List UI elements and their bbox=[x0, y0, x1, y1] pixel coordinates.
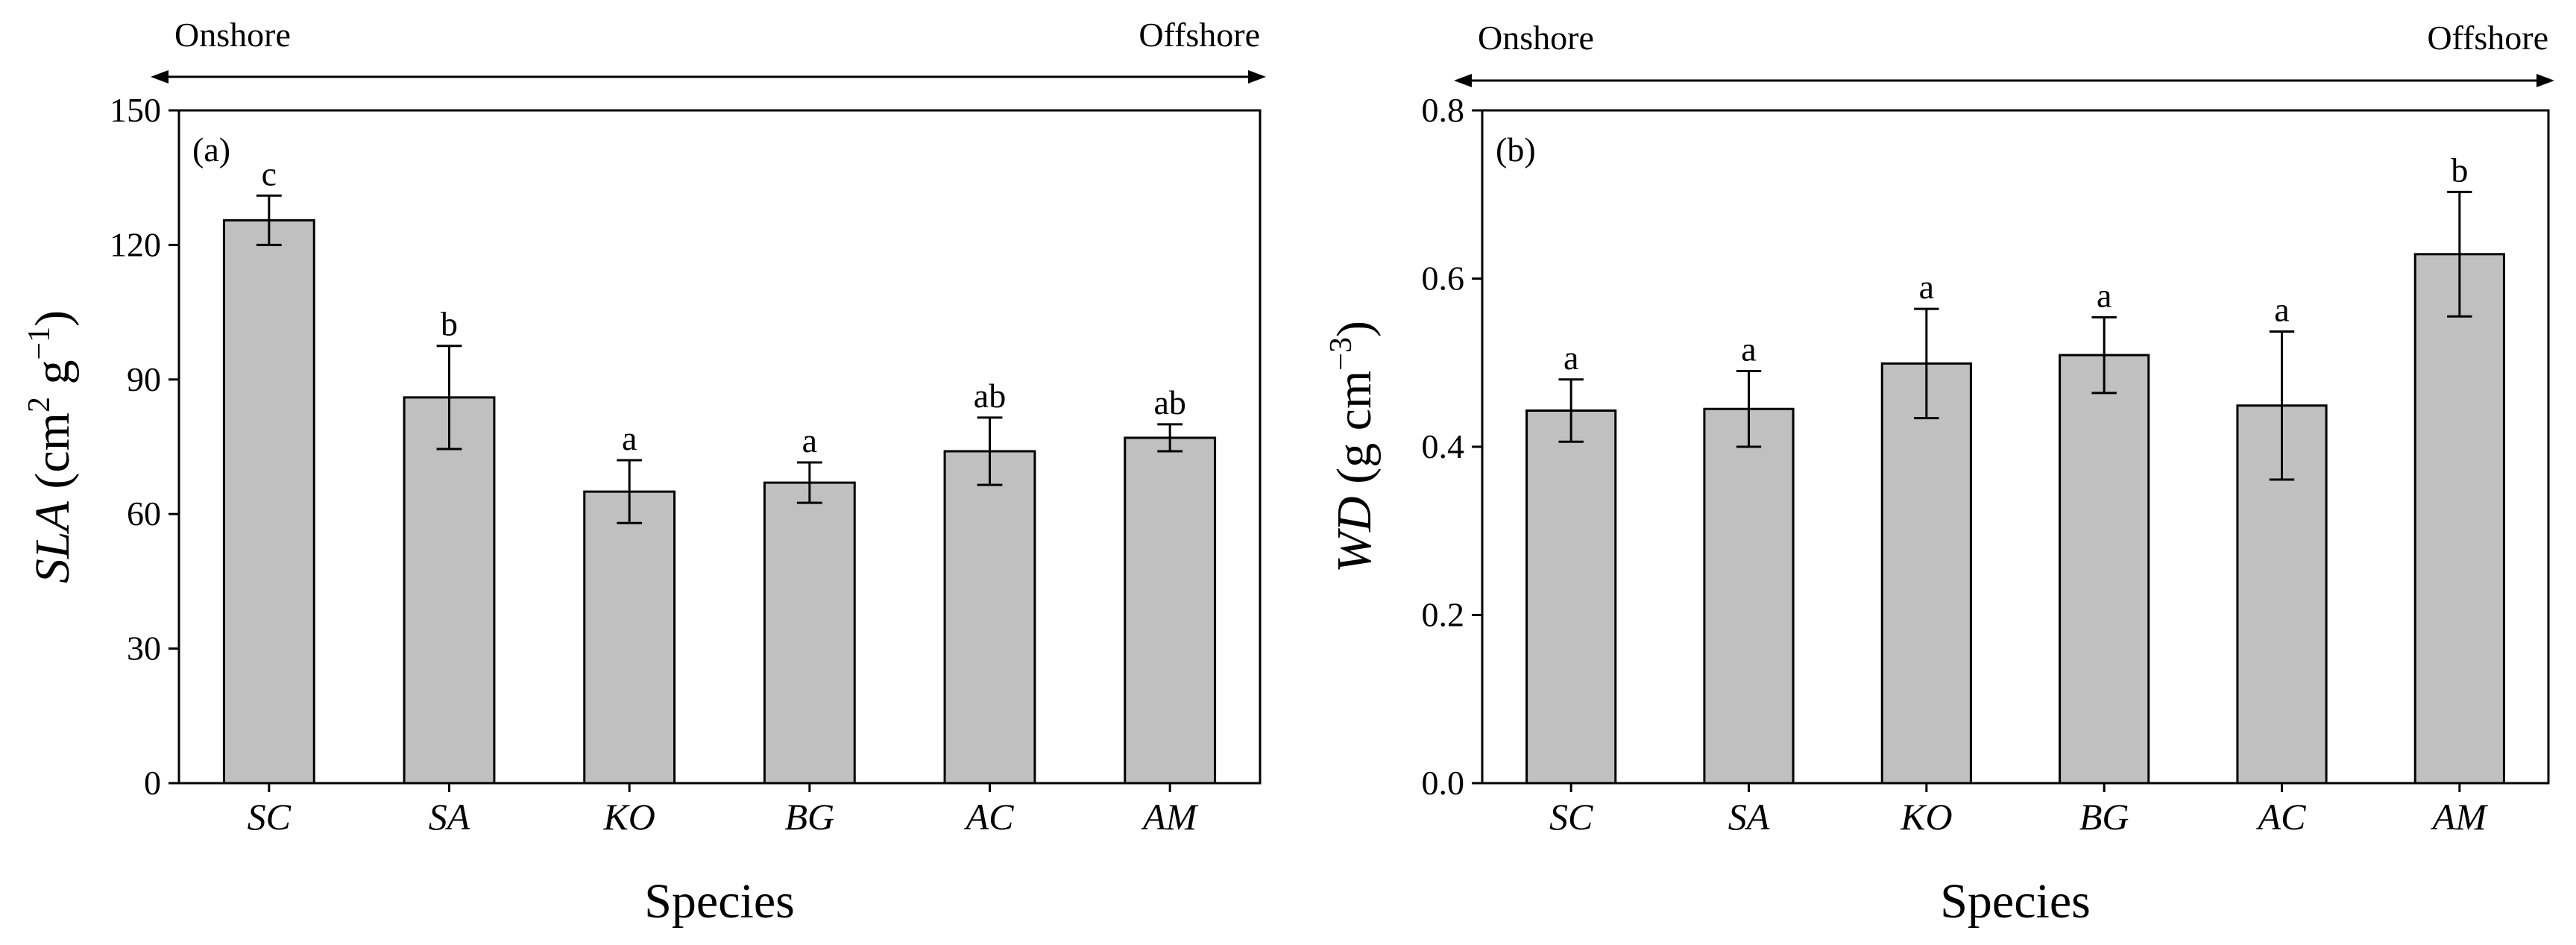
bar bbox=[763, 481, 856, 785]
x-tick-label: AC bbox=[2256, 796, 2307, 838]
bar bbox=[943, 450, 1036, 785]
y-axis-unit-exponent: 2 bbox=[22, 397, 57, 412]
x-tick-label: SA bbox=[429, 796, 470, 838]
significance-letter: a bbox=[802, 421, 817, 459]
x-tick-label: KO bbox=[1900, 796, 1952, 838]
y-axis-unit: (g cm bbox=[1327, 371, 1382, 497]
direction-label-offshore: Offshore bbox=[2427, 19, 2548, 57]
y-axis-variable: WD bbox=[1327, 496, 1382, 573]
y-tick-label: 0.8 bbox=[1422, 91, 1465, 129]
bar bbox=[2413, 253, 2505, 785]
significance-letter: a bbox=[1563, 339, 1578, 377]
significance-letter: a bbox=[1741, 330, 1756, 368]
y-axis-label: WD (g cm−3) bbox=[1324, 321, 1382, 573]
bar bbox=[2059, 354, 2150, 785]
significance-letter: ab bbox=[974, 377, 1006, 415]
y-axis-unit: ) bbox=[25, 310, 80, 327]
x-tick-label: AM bbox=[2431, 796, 2489, 838]
y-axis-unit: (cm bbox=[25, 412, 80, 501]
bar bbox=[1703, 407, 1795, 785]
y-axis-unit-exponent: −3 bbox=[1324, 337, 1358, 371]
x-axis-label: Species bbox=[644, 874, 795, 929]
y-tick-label: 0.2 bbox=[1422, 596, 1465, 634]
y-tick-label: 0.0 bbox=[1422, 764, 1465, 802]
y-axis-unit: ) bbox=[1327, 321, 1382, 337]
plot-frame bbox=[177, 109, 1262, 785]
y-tick-label: 60 bbox=[127, 495, 161, 533]
significance-letter: a bbox=[2274, 291, 2289, 329]
y-tick-label: 150 bbox=[110, 91, 161, 129]
significance-letter: a bbox=[2097, 276, 2111, 314]
x-tick-label: BG bbox=[785, 796, 835, 838]
significance-letter: c bbox=[262, 154, 277, 192]
arrowhead-left-icon bbox=[151, 70, 169, 84]
x-tick-label: SC bbox=[1549, 796, 1593, 838]
arrowhead-right-icon bbox=[1248, 70, 1266, 84]
bar bbox=[1880, 362, 1972, 785]
y-tick-label: 90 bbox=[127, 360, 161, 398]
y-axis-variable: SLA bbox=[25, 500, 80, 583]
direction-label-onshore: Onshore bbox=[174, 16, 291, 54]
y-tick-label: 0.6 bbox=[1422, 260, 1465, 298]
y-axis-label: SLA (cm2 g−1) bbox=[22, 310, 80, 583]
significance-letter: b bbox=[2451, 151, 2468, 189]
x-tick-label: AM bbox=[1141, 796, 1199, 838]
bar bbox=[1525, 409, 1617, 785]
bar bbox=[1124, 436, 1217, 785]
arrowhead-right-icon bbox=[2536, 74, 2554, 87]
panel-label: (a) bbox=[192, 131, 230, 169]
y-tick-label: 120 bbox=[110, 225, 161, 263]
x-tick-label: AC bbox=[964, 796, 1015, 838]
bar bbox=[222, 219, 315, 785]
panel-b-wd-chart: Onshore Offshore 0.0 0.2 0.4 0.6 0.8 SC a SA a KO a B… bbox=[1324, 19, 2554, 929]
x-tick-label: KO bbox=[602, 796, 655, 838]
significance-letter: ab bbox=[1153, 383, 1185, 421]
x-axis-label: Species bbox=[1940, 874, 2091, 929]
plot-frame bbox=[1481, 109, 2550, 785]
y-tick-label: 0.4 bbox=[1422, 427, 1465, 465]
arrowhead-left-icon bbox=[1454, 74, 1472, 87]
x-tick-label: SA bbox=[1728, 796, 1770, 838]
direction-label-onshore: Onshore bbox=[1478, 19, 1594, 57]
y-tick-label: 0 bbox=[144, 764, 161, 802]
panel-label: (b) bbox=[1496, 131, 1536, 169]
significance-letter: a bbox=[622, 419, 637, 457]
bar bbox=[403, 396, 496, 785]
significance-letter: b bbox=[441, 305, 458, 343]
x-tick-label: BG bbox=[2079, 796, 2129, 838]
y-axis-unit: g bbox=[25, 360, 80, 398]
direction-label-offshore: Offshore bbox=[1139, 16, 1260, 54]
y-tick-label: 30 bbox=[127, 630, 161, 668]
bar bbox=[583, 490, 676, 785]
panel-a-slа-chart: Onshore Offshore 0 30 60 90 120 150 SC c SA b KO a BG a… bbox=[22, 16, 1266, 929]
significance-letter: a bbox=[1919, 268, 1934, 306]
y-axis-unit-exponent: −1 bbox=[22, 327, 57, 360]
x-tick-label: SC bbox=[248, 796, 292, 838]
